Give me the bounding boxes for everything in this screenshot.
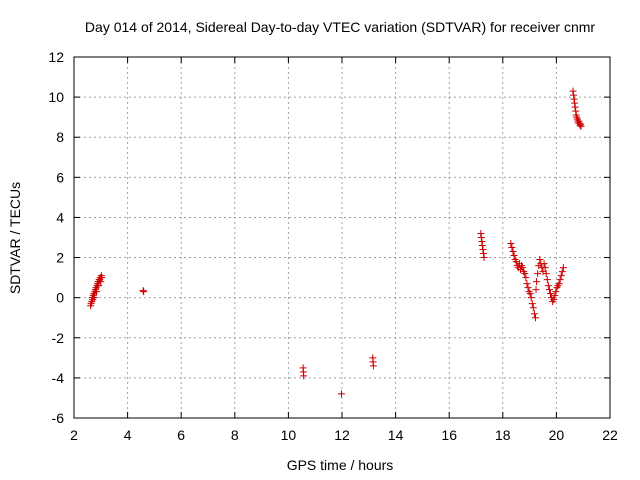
- grid: [74, 57, 610, 418]
- x-tick-label: 16: [441, 427, 457, 443]
- data-point: [480, 250, 488, 258]
- data-point: [556, 276, 564, 284]
- data-point: [529, 304, 537, 312]
- x-tick-label: 4: [124, 427, 132, 443]
- data-point: [519, 264, 527, 272]
- data-point: [510, 252, 518, 260]
- data-point: [558, 268, 566, 276]
- data-point: [478, 238, 486, 246]
- data-point: [576, 121, 584, 129]
- data-point: [569, 87, 577, 95]
- x-tick-label: 22: [602, 427, 618, 443]
- data-point: [98, 274, 106, 282]
- x-tick-label: 2: [70, 427, 78, 443]
- y-tick-label: 10: [48, 89, 64, 105]
- data-point: [526, 290, 534, 298]
- data-point: [534, 270, 542, 278]
- data-point: [552, 288, 560, 296]
- data-point: [559, 264, 567, 272]
- data-point: [551, 292, 559, 300]
- y-tick-label: -2: [52, 330, 65, 346]
- y-tick-label: 6: [56, 169, 64, 185]
- data-points: [87, 87, 585, 398]
- data-point: [527, 294, 535, 302]
- y-tick-label: 2: [56, 250, 64, 266]
- data-point: [95, 282, 103, 290]
- data-point: [550, 296, 558, 304]
- x-tick-label: 6: [177, 427, 185, 443]
- data-point: [523, 280, 531, 288]
- data-point: [530, 310, 538, 318]
- x-tick-label: 10: [281, 427, 297, 443]
- data-point: [577, 122, 585, 130]
- data-point: [509, 248, 517, 256]
- data-point: [480, 254, 488, 262]
- data-point: [555, 280, 563, 288]
- x-tick-label: 8: [231, 427, 239, 443]
- data-point: [524, 284, 532, 292]
- data-point: [479, 246, 487, 254]
- data-point: [507, 240, 515, 248]
- data-point: [533, 278, 541, 286]
- data-point: [547, 290, 555, 298]
- data-point: [93, 288, 101, 296]
- data-point: [531, 314, 539, 322]
- data-point: [541, 264, 549, 272]
- ticks: [73, 56, 611, 419]
- data-point: [369, 362, 377, 370]
- data-point: [545, 286, 553, 294]
- data-point: [528, 300, 536, 308]
- data-point: [477, 234, 485, 241]
- data-point: [571, 103, 579, 111]
- data-point: [570, 95, 578, 103]
- data-point: [532, 286, 540, 294]
- data-point: [97, 278, 105, 286]
- x-tick-label: 14: [388, 427, 404, 443]
- y-tick-label: 8: [56, 129, 64, 145]
- data-point: [508, 244, 516, 252]
- data-point: [542, 270, 550, 278]
- y-tick-label: 12: [48, 49, 64, 65]
- y-tick-label: 0: [56, 290, 64, 306]
- x-tick-label: 18: [495, 427, 511, 443]
- data-point: [540, 260, 548, 268]
- data-point: [536, 256, 544, 264]
- data-point: [522, 274, 530, 282]
- data-point: [337, 390, 345, 398]
- data-point: [90, 294, 98, 302]
- x-axis-label: GPS time / hours: [287, 457, 394, 473]
- y-tick-label: -6: [52, 410, 65, 426]
- y-tick-label: 4: [56, 209, 64, 225]
- data-point: [300, 372, 308, 380]
- data-point: [477, 229, 485, 237]
- data-point: [478, 242, 486, 250]
- data-point: [140, 288, 148, 296]
- y-tick-label: -4: [52, 370, 65, 386]
- y-tick-labels: -6 -4 -2 0 2 4 6 8 10 12: [48, 49, 64, 426]
- data-point: [571, 99, 579, 107]
- y-axis-label: SDTVAR / TECUs: [7, 182, 23, 294]
- chart-title: Day 014 of 2014, Sidereal Day-to-day VTE…: [85, 19, 595, 35]
- data-point: [557, 272, 565, 280]
- data-point: [544, 282, 552, 290]
- x-tick-labels: 2 4 6 8 10 12 14 16 18 20 22: [70, 427, 618, 443]
- data-point: [572, 107, 580, 115]
- data-point: [139, 287, 147, 295]
- x-tick-label: 20: [549, 427, 565, 443]
- data-point: [543, 276, 551, 284]
- data-point: [521, 270, 529, 278]
- data-point: [570, 91, 578, 99]
- x-tick-label: 12: [334, 427, 350, 443]
